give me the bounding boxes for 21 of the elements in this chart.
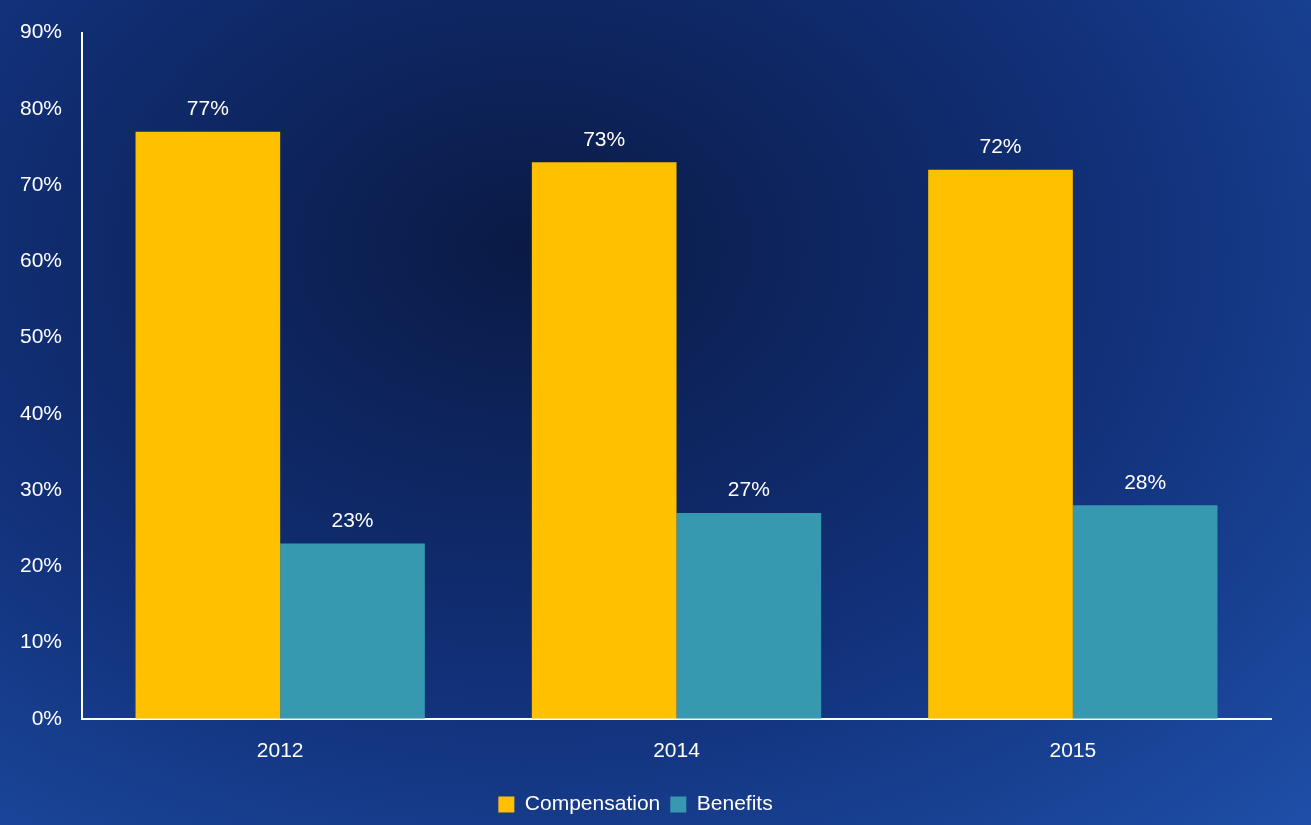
y-tick-label: 70% <box>20 171 63 195</box>
y-tick-label: 50% <box>20 324 63 348</box>
data-label: 27% <box>727 477 770 501</box>
data-label: 72% <box>979 134 1022 158</box>
y-tick-label: 30% <box>20 476 63 500</box>
data-label: 28% <box>1124 469 1167 493</box>
y-tick-label: 20% <box>20 553 63 577</box>
data-label: 23% <box>331 507 374 531</box>
x-tick-label: 2012 <box>256 738 304 762</box>
x-tick-label: 2015 <box>1049 738 1097 762</box>
data-label: 77% <box>186 96 229 120</box>
y-tick-label: 90% <box>20 19 63 43</box>
y-tick-label: 10% <box>20 629 63 653</box>
y-tick-label: 80% <box>20 95 63 119</box>
data-label: 73% <box>583 126 626 150</box>
y-tick-label: 0% <box>31 705 63 729</box>
x-tick-label: 2014 <box>653 738 701 762</box>
y-tick-label: 60% <box>20 248 63 272</box>
legend-label: Compensation <box>524 791 661 815</box>
y-tick-label: 40% <box>20 400 63 424</box>
legend-label: Benefits <box>696 791 773 815</box>
